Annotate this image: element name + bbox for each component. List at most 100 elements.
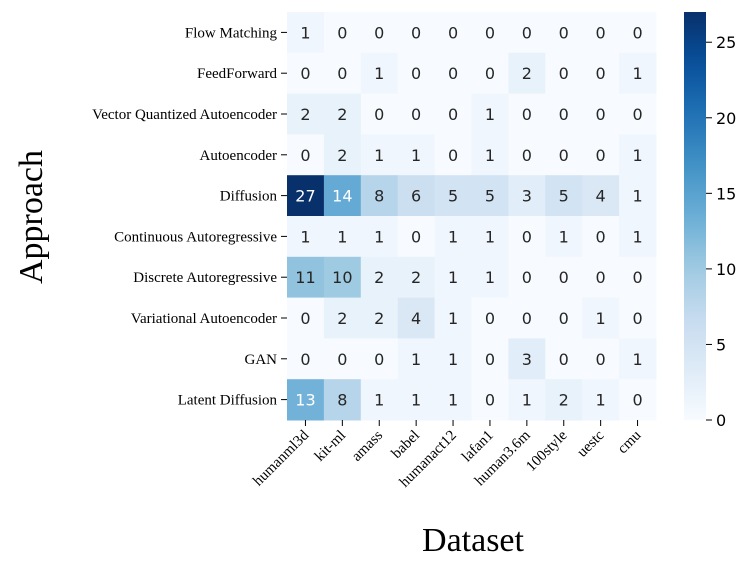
cell-value-label: 1: [411, 350, 421, 369]
cell-value-label: 4: [411, 309, 421, 328]
cell-value-label: 1: [485, 105, 495, 124]
heatmap-cell: [508, 175, 546, 217]
cell-value-label: 0: [337, 64, 347, 83]
y-tick-label: FeedForward: [197, 66, 277, 82]
cell-value-label: 1: [448, 227, 458, 246]
cell-value-label: 2: [559, 391, 569, 410]
cell-value-label: 0: [300, 64, 310, 83]
cell-value-label: 0: [485, 391, 495, 410]
cell-value-label: 0: [596, 227, 606, 246]
heatmap-cell: [545, 52, 583, 95]
heatmap-cell: [508, 93, 546, 135]
heatmap-cell: [434, 52, 472, 95]
cell-value-label: 0: [448, 146, 458, 165]
heatmap-cell: [619, 338, 657, 380]
cell-value-label: 0: [632, 23, 642, 42]
cell-value-label: 0: [485, 309, 495, 328]
cell-value-label: 0: [448, 64, 458, 83]
cell-value-label: 0: [522, 23, 532, 42]
heatmap-cell: [287, 52, 325, 95]
y-tick-label: Vector Quantized Autoencoder: [92, 107, 277, 123]
heatmap-cell: [471, 338, 509, 380]
cell-value-label: 0: [522, 268, 532, 287]
heatmap-cell: [545, 175, 583, 217]
cell-value-label: 1: [448, 350, 458, 369]
heatmap-cell: [434, 256, 472, 299]
heatmap-cell: [545, 338, 583, 380]
heatmap-cell: [619, 216, 657, 258]
heatmap-cell: [471, 379, 509, 421]
heatmap-cell: [471, 12, 509, 54]
cell-value-label: 0: [596, 64, 606, 83]
heatmap-cell: [619, 297, 657, 339]
cell-value-label: 0: [522, 227, 532, 246]
heatmap-cell: [323, 134, 362, 176]
x-tick-label: amass: [349, 427, 386, 464]
cell-value-label: 1: [485, 146, 495, 165]
heatmap-cell: [360, 338, 399, 380]
cell-value-label: 0: [559, 64, 569, 83]
heatmap-cell: [582, 297, 620, 339]
heatmap-cell: [471, 93, 509, 135]
heatmap-cell: [471, 52, 509, 95]
heatmap-cell: [323, 93, 362, 135]
cell-value-label: 3: [522, 350, 532, 369]
cells-layer: 1 0 0 0 0 0 0 0 0 00 0 1 0 0 0 2 0 0 12 2 0 0 0 1 0 0 0 00 2 1 1 0 1 0 0 0 1…: [287, 12, 657, 421]
heatmap-cell: [323, 216, 362, 258]
colorbar-tick-label: 5: [716, 335, 726, 354]
heatmap-cell: [582, 175, 620, 217]
cell-value-label: 0: [374, 105, 384, 124]
cell-value-label: 2: [337, 146, 347, 165]
cell-value-label: 0: [632, 105, 642, 124]
heatmap-cell: [397, 297, 436, 339]
colorbar-tick-label: 10: [716, 260, 736, 279]
heatmap-cell: [323, 52, 362, 95]
heatmap-cell: [287, 338, 325, 380]
cell-value-label: 0: [596, 23, 606, 42]
y-tick-label: Continuous Autoregressive: [114, 229, 277, 245]
cell-value-label: 10: [332, 268, 352, 287]
heatmap-cell: [323, 12, 362, 54]
cell-value-label: 5: [448, 187, 458, 206]
cell-value-label: 1: [632, 350, 642, 369]
heatmap-cell: [619, 256, 657, 299]
y-axis-title: Approach: [13, 150, 50, 284]
heatmap-cell: [545, 379, 583, 421]
cell-value-label: 1: [596, 391, 606, 410]
heatmap-cell: [397, 93, 436, 135]
heatmap-cell: [508, 52, 546, 95]
cell-value-label: 1: [448, 391, 458, 410]
cell-value-label: 1: [374, 227, 384, 246]
heatmap-cell: [545, 216, 583, 258]
x-axis-title: Dataset: [422, 522, 525, 559]
cell-value-label: 0: [596, 268, 606, 287]
heatmap-cell: [360, 175, 399, 217]
heatmap-cell: [545, 256, 583, 299]
x-tick-label: 100style: [523, 427, 570, 474]
heatmap-cell: [323, 175, 362, 217]
cell-value-label: 0: [485, 64, 495, 83]
cell-value-label: 0: [411, 105, 421, 124]
heatmap-cell: [582, 379, 620, 421]
cell-value-label: 0: [374, 350, 384, 369]
x-tick-label: cmu: [615, 427, 645, 457]
colorbar-tick-label: 15: [716, 184, 736, 203]
y-tick-label: Variational Autoencoder: [131, 311, 277, 327]
cell-value-label: 1: [374, 391, 384, 410]
heatmap-cell: [434, 338, 472, 380]
heatmap-cell: [360, 216, 399, 258]
cell-value-label: 0: [632, 309, 642, 328]
x-tick-label: uestc: [574, 427, 607, 460]
cell-value-label: 1: [632, 187, 642, 206]
heatmap-cell: [508, 338, 546, 380]
cell-value-label: 0: [337, 23, 347, 42]
cell-value-label: 1: [300, 23, 310, 42]
heatmap-cell: [360, 256, 399, 299]
heatmap-cell: [434, 216, 472, 258]
heatmap-cell: [582, 52, 620, 95]
heatmap-cell: [434, 134, 472, 176]
cell-value-label: 4: [596, 187, 606, 206]
